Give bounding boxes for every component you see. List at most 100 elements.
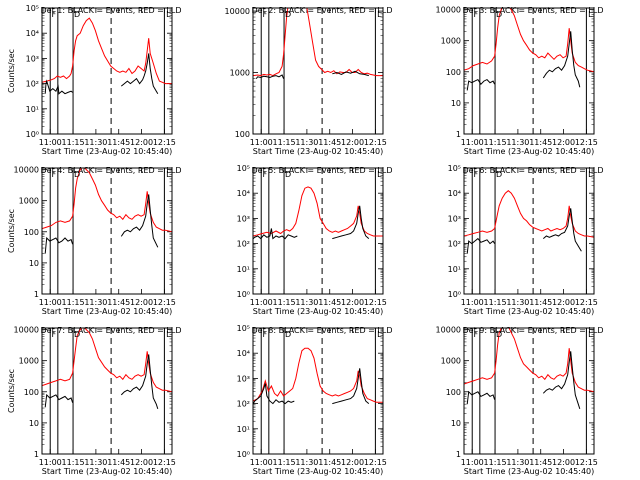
lld-series-line [42,168,172,233]
events-series-line [120,194,159,248]
y-tick-label: 10³ [26,54,39,63]
x-tick-label: 12:15 [364,458,387,467]
events-series-line [44,79,73,95]
y-tick-label: 10⁴ [237,349,250,358]
interval-marker-l: L [166,10,171,19]
interval-marker-d: D [285,330,291,339]
y-tick-label: 10¹ [26,105,39,114]
x-tick-label: 11:45 [107,298,130,307]
interval-marker-l: L [377,170,382,179]
y-tick-label: 10000 [14,326,39,335]
y-tick-label: 10000 [14,166,39,175]
events-series-line [253,228,298,240]
y-axis-label: Counts/sec [7,369,16,413]
x-tick-label: 11:30 [295,138,318,147]
y-tick-label: 10² [448,240,461,249]
x-tick-label: 12:00 [552,138,575,147]
y-tick-label: 10 [451,419,461,428]
y-tick-label: 10⁵ [237,164,250,173]
x-tick-label: 11:30 [506,298,529,307]
y-tick-label: 10 [29,259,39,268]
events-series-line [44,393,74,408]
x-axis-label: Start Time (23-Aug-02 10:45:40) [464,467,595,476]
x-tick-label: 11:15 [62,458,85,467]
events-series-line [44,236,74,254]
interval-marker-l: L [588,170,593,179]
events-series-line [542,208,582,252]
interval-marker-d: D [285,10,291,19]
plot-frame [41,7,173,135]
y-tick-label: 1000 [441,357,461,366]
interval-marker-f: F [52,170,57,179]
events-series-line [120,354,159,410]
events-series-line [466,237,496,254]
y-tick-label: 10² [237,240,250,249]
interval-marker-d: D [74,10,80,19]
x-tick-label: 11:15 [484,298,507,307]
events-series-line [332,205,370,240]
y-tick-label: 1 [456,450,461,459]
detector-panel-2: Det 2: BLACK = Events, RED = LLD10010001… [225,6,393,156]
events-series-line [542,31,581,88]
plot-frame [463,327,595,455]
y-tick-label: 10¹ [448,265,461,274]
lld-series-line [464,8,594,73]
detector-panel-3: Det 3: BLACK = Events, RED = LLD11010010… [436,6,604,156]
lld-series-line [464,190,594,238]
y-tick-label: 1 [34,450,39,459]
detector-panel-6: Det 6: BLACK = Events, RED = LLD10⁰10¹10… [448,164,604,316]
x-tick-label: 12:15 [575,458,598,467]
x-tick-label: 11:30 [84,458,107,467]
interval-marker-f: F [474,10,479,19]
detector-panel-7: Det 7: BLACK = Events, RED = LLD11010010… [7,326,181,476]
x-axis-label: Start Time (23-Aug-02 10:45:40) [253,147,384,156]
lld-series-line [253,347,383,403]
y-tick-label: 100 [446,68,461,77]
interval-marker-f: F [263,330,268,339]
interval-marker-d: D [74,330,80,339]
x-tick-label: 12:00 [130,138,153,147]
x-tick-label: 11:15 [62,298,85,307]
y-tick-label: 10⁵ [448,164,461,173]
y-tick-label: 10000 [436,326,461,335]
interval-marker-d: D [74,170,80,179]
plot-frame [463,167,595,295]
x-tick-label: 12:15 [364,298,387,307]
x-tick-label: 11:15 [273,298,296,307]
x-axis-label: Start Time (23-Aug-02 10:45:40) [253,467,384,476]
events-series-line [332,368,370,405]
y-tick-label: 1 [456,130,461,139]
y-tick-label: 10³ [448,214,461,223]
interval-marker-d: D [285,170,291,179]
x-tick-label: 12:00 [341,138,364,147]
events-series-line [253,383,295,405]
x-tick-label: 12:15 [153,138,176,147]
y-tick-label: 10³ [237,214,250,223]
y-tick-label: 10² [237,400,250,409]
lld-series-line [42,328,172,393]
y-tick-label: 1000 [19,357,39,366]
y-tick-label: 10¹ [237,425,250,434]
y-tick-label: 10⁰ [237,290,250,299]
interval-marker-d: D [496,330,502,339]
y-tick-label: 10 [29,419,39,428]
interval-marker-f: F [263,10,268,19]
x-tick-label: 11:45 [107,138,130,147]
x-axis-label: Start Time (23-Aug-02 10:45:40) [464,307,595,316]
interval-marker-f: F [474,170,479,179]
events-series-line [255,74,285,80]
x-tick-label: 11:00 [39,138,62,147]
y-tick-label: 10⁰ [26,130,39,139]
y-tick-label: 10⁵ [237,324,250,333]
x-tick-label: 11:00 [250,298,273,307]
y-tick-label: 100 [235,130,250,139]
events-series-line [120,53,159,94]
events-series-line [332,70,369,77]
interval-marker-l: L [588,10,593,19]
x-tick-label: 12:00 [552,458,575,467]
y-tick-label: 10⁴ [26,29,39,38]
lld-series-line [253,8,383,77]
x-tick-label: 12:15 [575,298,598,307]
plot-frame [252,7,384,135]
